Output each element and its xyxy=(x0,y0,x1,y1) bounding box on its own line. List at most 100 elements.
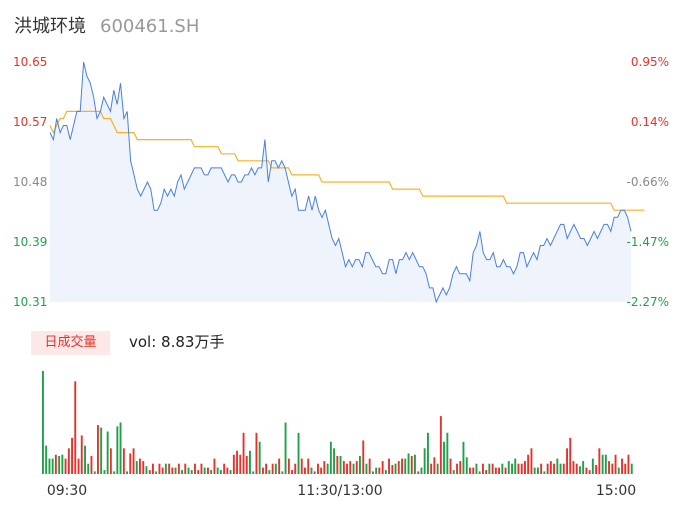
volume-bar xyxy=(336,456,339,474)
volume-bar xyxy=(262,467,264,474)
volume-bar xyxy=(329,441,332,474)
volume-bar xyxy=(304,467,306,474)
volume-bar xyxy=(300,458,303,474)
volume-bar xyxy=(556,458,559,474)
volume-bar xyxy=(333,448,335,475)
volume-bar xyxy=(514,458,517,474)
volume-bar xyxy=(627,454,630,474)
volume-bar xyxy=(281,471,284,474)
volume-bar xyxy=(164,463,167,474)
volume-bar xyxy=(446,432,449,474)
volume-bar xyxy=(579,466,581,474)
volume-bar xyxy=(265,463,268,474)
volume-bar xyxy=(106,431,109,474)
volume-bar xyxy=(469,467,471,474)
volume-bar xyxy=(430,463,433,474)
volume-bar xyxy=(352,463,355,474)
volume-bar xyxy=(245,456,248,474)
volume-bar xyxy=(80,435,83,474)
volume-bar xyxy=(339,456,342,474)
volume-bar xyxy=(197,470,200,474)
volume-bar xyxy=(249,450,251,474)
volume-bar xyxy=(346,463,348,474)
volume-bar xyxy=(375,467,378,474)
volume-bar xyxy=(67,448,70,475)
volume-bar xyxy=(274,463,277,474)
volume-bar xyxy=(132,448,135,475)
volume-bar xyxy=(384,470,387,474)
volume-bar xyxy=(177,463,180,474)
volume-bar xyxy=(621,458,623,474)
volume-bar xyxy=(520,463,523,474)
volume-bar xyxy=(475,463,478,474)
volume-bar xyxy=(116,426,119,474)
volume-bar xyxy=(158,463,161,474)
volume-bar xyxy=(388,458,390,474)
volume-bar xyxy=(168,463,171,474)
volume-bar xyxy=(74,381,77,474)
y-tick-left: 10.48 xyxy=(13,175,47,189)
y-tick-right: 0.95% xyxy=(631,55,669,69)
volume-bar xyxy=(229,470,232,474)
volume-bar xyxy=(126,471,128,474)
volume-bar xyxy=(122,448,125,475)
y-tick-left: 10.39 xyxy=(13,235,47,249)
volume-bar xyxy=(478,471,481,474)
volume-bar xyxy=(148,470,151,474)
volume-bar xyxy=(291,470,293,474)
volume-bar xyxy=(443,441,445,474)
volume-bar xyxy=(624,463,627,474)
volume-bar xyxy=(582,461,585,474)
volume-bar xyxy=(420,467,423,474)
y-tick-right: -1.47% xyxy=(627,235,669,249)
volume-bar xyxy=(174,467,177,474)
volume-bar xyxy=(559,463,562,474)
volume-bar xyxy=(313,471,316,474)
volume-bar xyxy=(436,463,439,474)
y-tick-left: 10.31 xyxy=(13,295,47,309)
volume-bar xyxy=(456,463,458,474)
volume-bar xyxy=(84,445,86,474)
volume-bar xyxy=(200,463,203,474)
volume-bar xyxy=(307,458,310,474)
volume-bar xyxy=(630,463,633,474)
volume-bar xyxy=(42,371,44,474)
volume-bar xyxy=(482,463,484,474)
volume-bar xyxy=(349,461,352,474)
volume-bar xyxy=(255,432,258,474)
stock-name: 洪城环境 xyxy=(14,16,86,37)
volume-bar xyxy=(397,461,400,474)
volume-bar xyxy=(64,458,67,474)
volume-bar xyxy=(365,463,368,474)
volume-bar xyxy=(407,453,410,474)
volume-bar xyxy=(485,470,488,474)
x-tick-open: 09:30 xyxy=(47,483,87,499)
volume-bar xyxy=(562,463,565,474)
volume-bar xyxy=(465,457,468,474)
volume-bar xyxy=(226,467,229,474)
volume-bar xyxy=(97,425,99,474)
volume-bar xyxy=(423,448,426,475)
volume-bar xyxy=(181,470,183,474)
volume-bar xyxy=(145,466,148,474)
volume-bar xyxy=(294,463,297,474)
volume-bar xyxy=(517,463,520,474)
volume-bar xyxy=(404,458,407,474)
volume-bar xyxy=(501,463,504,474)
volume-bar xyxy=(171,467,174,474)
volume-bar xyxy=(530,448,533,475)
volume-bar xyxy=(588,470,591,474)
volume-bar xyxy=(232,454,235,474)
volume-bar xyxy=(58,456,61,474)
volume-bar xyxy=(216,467,219,474)
volume-bar xyxy=(368,458,371,474)
volume-text: vol: 8.83万手 xyxy=(129,333,225,351)
volume-bar xyxy=(342,461,345,474)
volume-bar xyxy=(310,467,313,474)
volume-bar xyxy=(100,427,103,474)
volume-bar xyxy=(459,461,462,474)
volume-bar xyxy=(203,467,206,474)
volume-bar xyxy=(323,461,326,474)
volume-bar xyxy=(139,458,141,474)
volume-bar xyxy=(71,437,73,474)
